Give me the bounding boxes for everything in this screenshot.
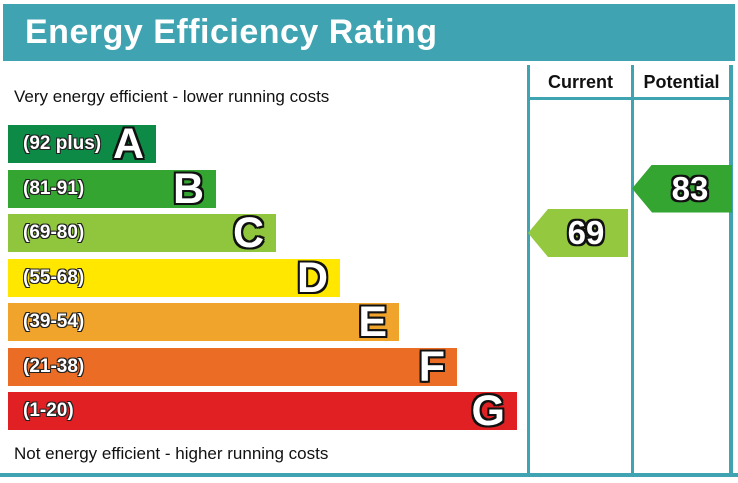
band-row-b: (81-91) B (8, 164, 216, 213)
band-row-a: (92 plus) A (8, 120, 156, 168)
band-range-label: (92 plus) (23, 133, 102, 154)
band-range-label: (21-38) (23, 355, 85, 377)
band-letter: G (471, 387, 505, 435)
current-column-header: Current (547, 72, 613, 92)
band-range-label: (69-80) (23, 222, 85, 243)
bottom-border-line (0, 473, 738, 477)
table-divider-right (729, 65, 733, 477)
band-range-label: (39-54) (23, 311, 85, 332)
table-divider-middle (631, 65, 634, 477)
band-letter: E (358, 298, 387, 346)
band-range-label: (1-20) (23, 400, 74, 421)
table-divider-left (527, 65, 530, 477)
chart-title-bar: Energy Efficiency Rating (3, 4, 735, 61)
band-letter: D (296, 253, 328, 302)
potential-rating-value: 83 (671, 169, 709, 207)
band-letter: A (112, 120, 144, 168)
current-rating-value: 69 (567, 214, 605, 251)
band-letter: B (172, 164, 204, 213)
band-range-label: (55-68) (23, 266, 85, 288)
band-letter: C (232, 209, 264, 257)
bottom-note: Not energy efficient - higher running co… (14, 444, 329, 463)
current-rating-arrow: 69 (528, 209, 628, 257)
potential-column-header: Potential (643, 72, 720, 92)
band-row-c: (69-80) C (8, 209, 276, 257)
band-row-e: (39-54) E (8, 298, 399, 346)
band-range-label: (81-91) (23, 177, 85, 199)
header-separator-line (527, 97, 733, 100)
top-note: Very energy efficient - lower running co… (14, 87, 330, 106)
potential-rating-arrow: 83 (632, 164, 732, 213)
chart-title: Energy Efficiency Rating (25, 13, 438, 51)
band-row-f: (21-38) F (8, 342, 457, 391)
band-row-g: (1-20) G (8, 387, 517, 435)
band-row-d: (55-68) D (8, 253, 340, 302)
band-letter: F (418, 342, 445, 391)
